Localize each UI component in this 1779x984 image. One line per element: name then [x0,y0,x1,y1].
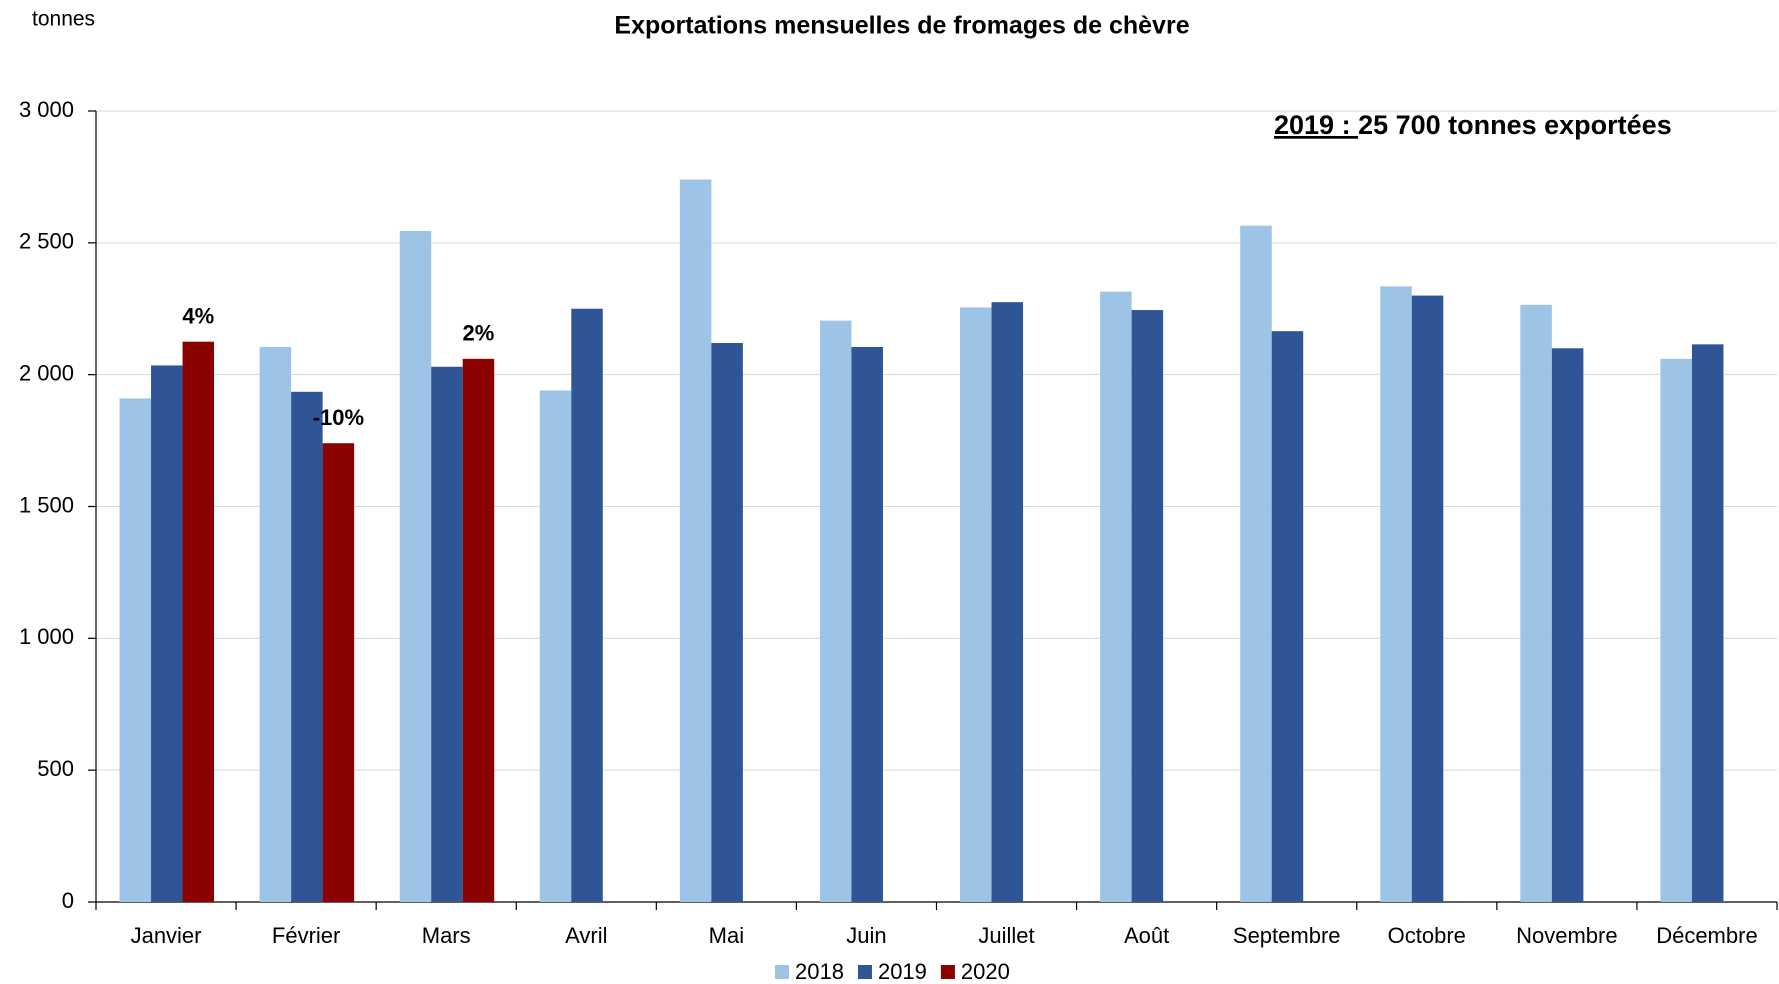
bar [711,343,743,902]
x-tick-label: Septembre [1233,923,1341,948]
x-tick-label: Août [1124,923,1169,948]
x-tick-label: Juin [846,923,886,948]
bar [851,346,883,902]
y-tick-label: 2 000 [19,360,74,385]
y-axis-label: tonnes [32,8,95,31]
bar [1691,344,1724,903]
legend-swatch [940,965,955,979]
bar [182,341,215,902]
note-year: 2019 : [1274,110,1358,140]
bar [259,346,292,902]
bar [399,230,432,903]
x-tick-label: Avril [565,923,607,948]
bar [1520,304,1552,902]
bar [1271,331,1304,903]
bar [539,390,572,902]
bar [679,179,712,902]
bar [1411,295,1444,903]
bar [322,443,355,902]
bar [1660,358,1692,902]
y-tick-label: 2 500 [19,229,74,254]
bar [119,398,152,902]
chart-title: Exportations mensuelles de fromages de c… [614,12,1189,40]
x-tick-label: Janvier [131,923,202,948]
y-tick-label: 1 000 [19,624,74,649]
x-tick-label: Février [272,923,340,948]
bar [1100,291,1132,902]
bar [151,365,183,902]
data-label: 4% [182,304,214,329]
bar [431,366,463,902]
bar [819,320,852,902]
note-text: 25 700 tonnes exportées [1358,110,1672,140]
x-tick-label: Mai [709,923,744,948]
bar [1551,348,1584,902]
x-tick-label: Octobre [1388,923,1466,948]
bar [462,358,495,902]
legend-label: 2019 [878,959,927,984]
bar [991,302,1024,902]
note: 2019 : 25 700 tonnes exportées [1274,110,1672,140]
x-tick-label: Novembre [1516,923,1617,948]
y-tick-label: 0 [62,888,74,913]
x-tick-label: Décembre [1656,923,1757,948]
x-tick-label: Juillet [978,923,1034,948]
y-tick-label: 3 000 [19,97,74,122]
y-tick-label: 1 500 [19,492,74,517]
legend-label: 2018 [795,959,844,984]
legend-label: 2020 [961,959,1010,984]
bar [960,307,992,903]
bar [1380,286,1412,902]
data-label: 2% [463,321,495,346]
bar [1240,225,1272,902]
legend-swatch [775,965,789,979]
data-label: -10% [313,405,364,430]
bar [291,391,323,902]
bar [1131,310,1164,902]
y-tick-label: 500 [37,756,74,781]
bar [571,308,603,902]
x-tick-label: Mars [422,923,471,948]
legend-swatch [857,965,872,979]
